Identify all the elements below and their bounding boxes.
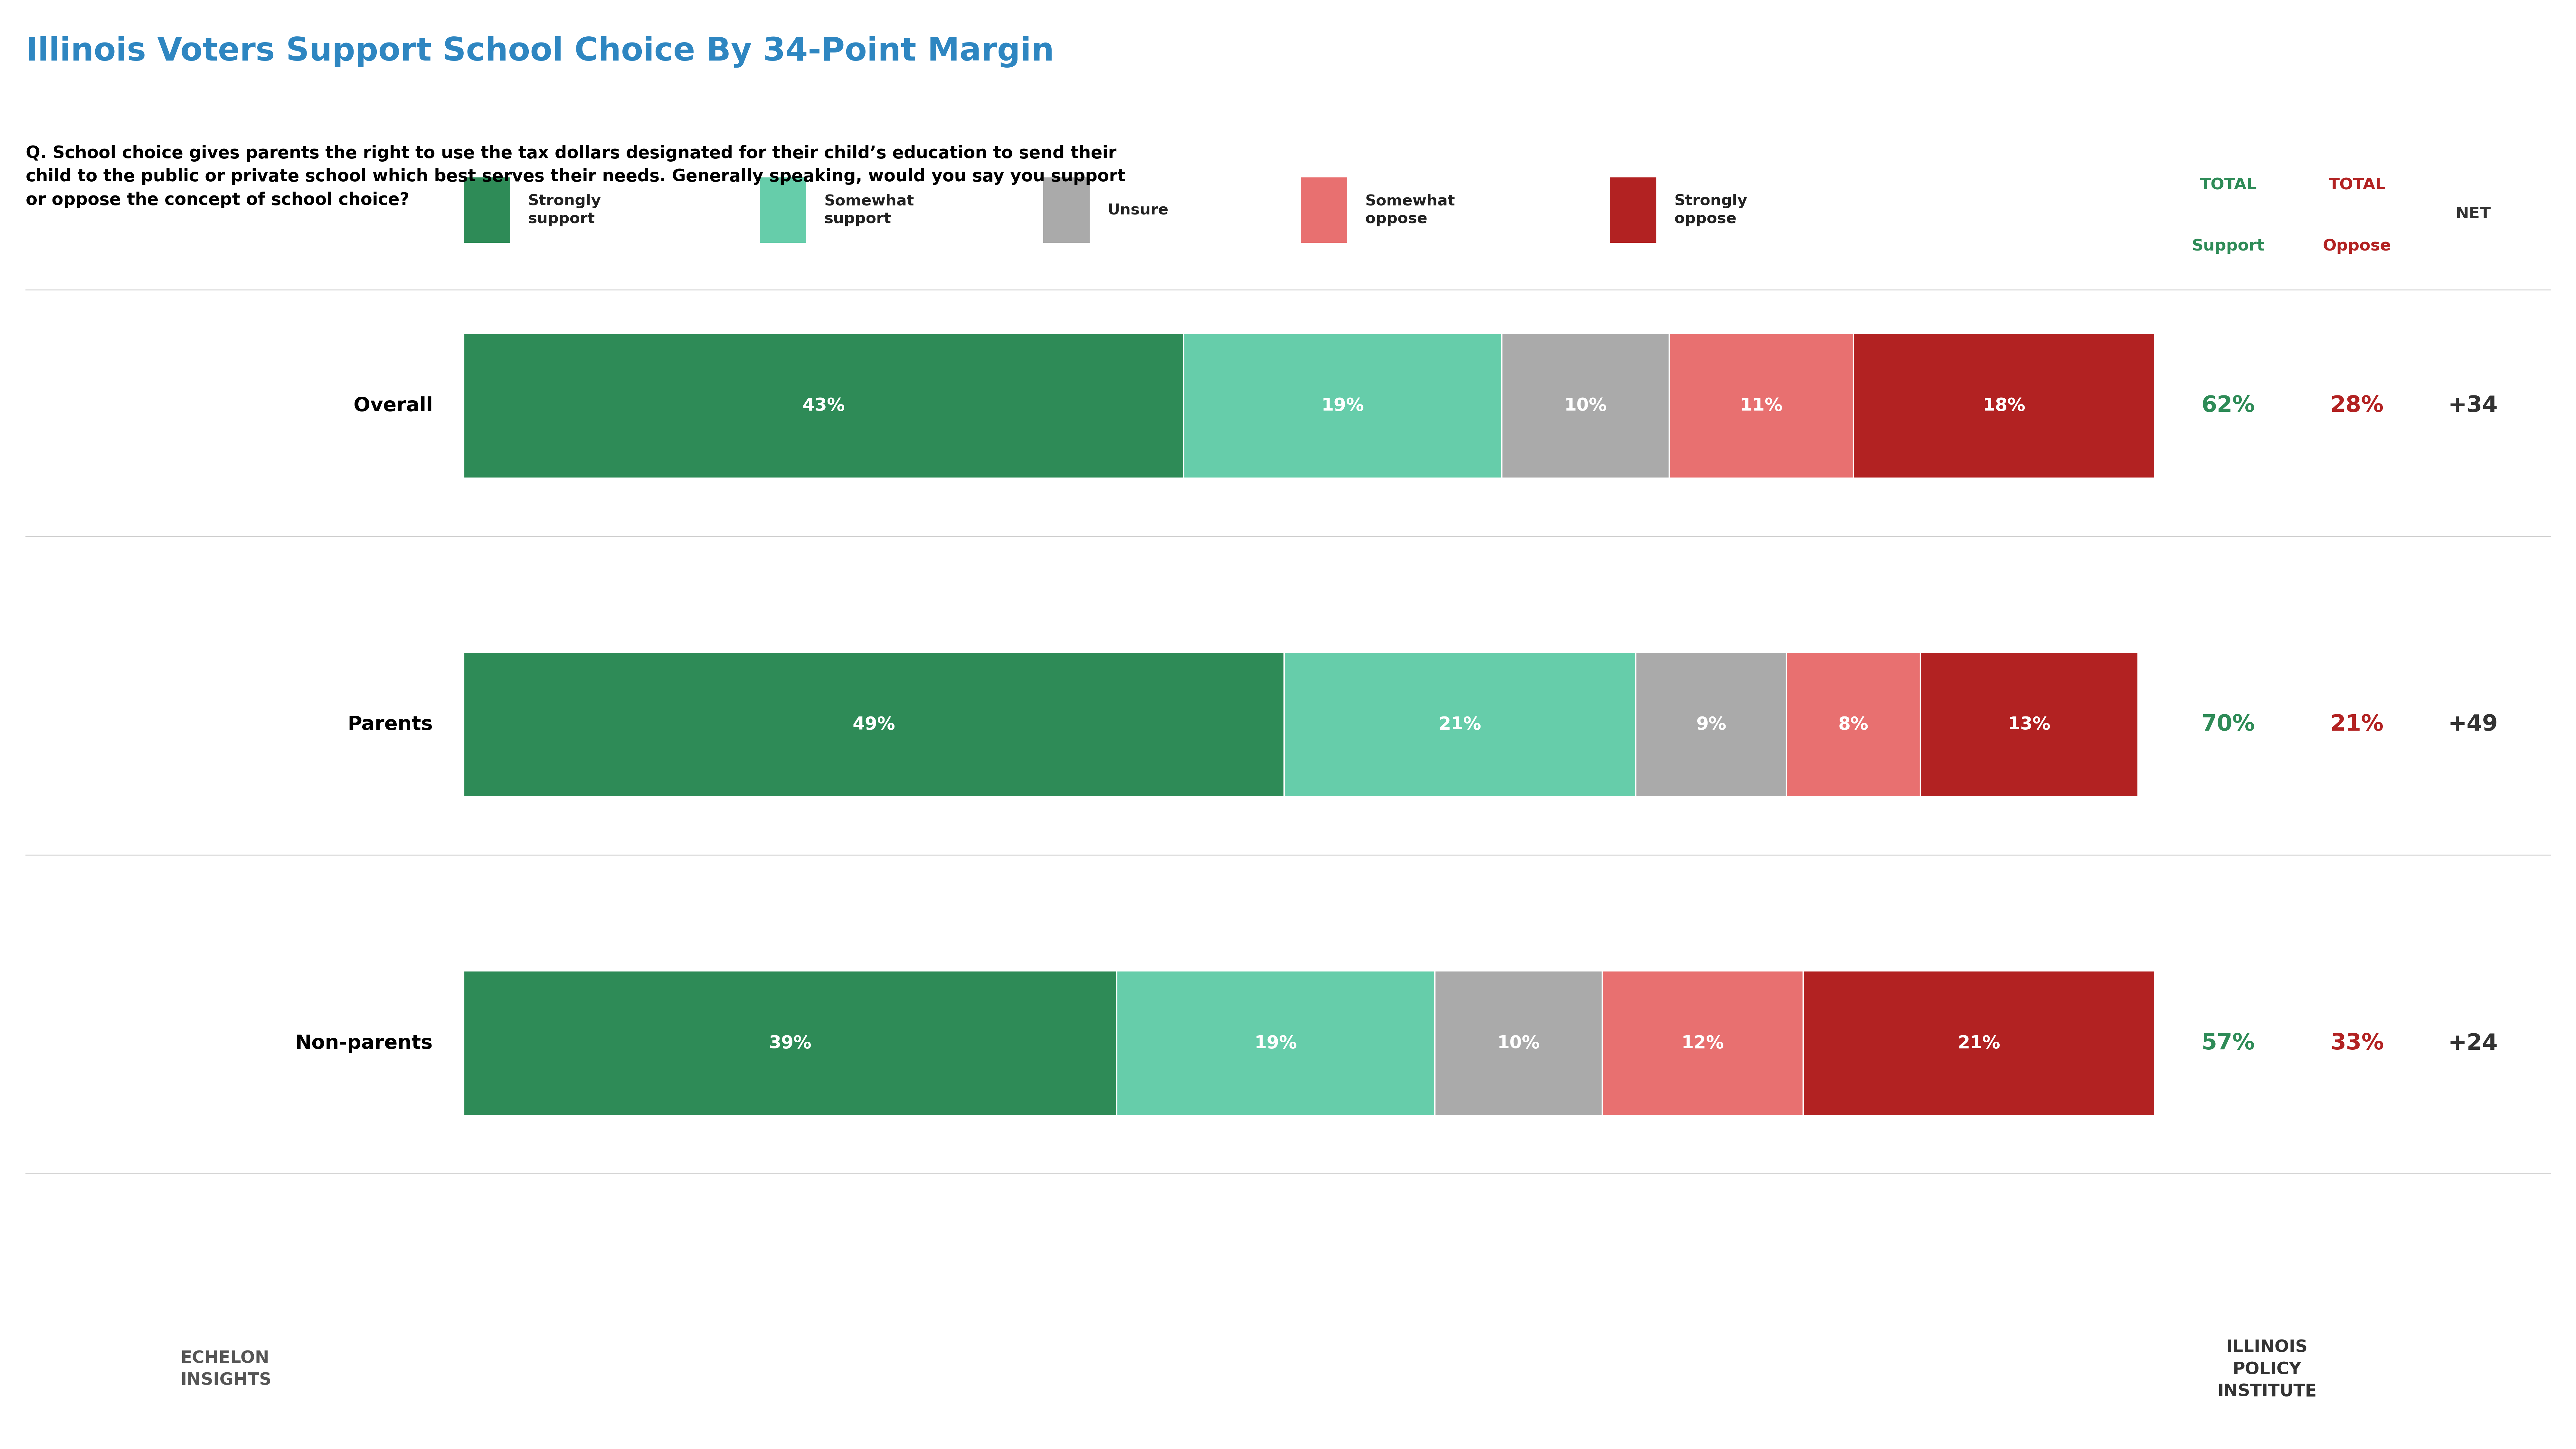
Text: Unsure: Unsure — [1108, 203, 1170, 217]
FancyBboxPatch shape — [464, 333, 1182, 478]
Text: 11%: 11% — [1739, 397, 1783, 414]
Text: +49: +49 — [2447, 714, 2499, 735]
Text: 10%: 10% — [1497, 1035, 1540, 1052]
FancyBboxPatch shape — [1283, 652, 1636, 797]
FancyBboxPatch shape — [1435, 971, 1602, 1116]
Text: Strongly
support: Strongly support — [528, 194, 600, 226]
Text: 49%: 49% — [853, 716, 896, 733]
FancyBboxPatch shape — [1115, 971, 1435, 1116]
Text: 62%: 62% — [2202, 396, 2254, 416]
FancyBboxPatch shape — [464, 177, 510, 242]
Text: Non-parents: Non-parents — [296, 1033, 433, 1053]
Text: 70%: 70% — [2202, 714, 2254, 735]
FancyBboxPatch shape — [1669, 333, 1852, 478]
Text: 28%: 28% — [2331, 396, 2383, 416]
Text: 21%: 21% — [1437, 716, 1481, 733]
FancyBboxPatch shape — [1602, 971, 1803, 1116]
Text: 39%: 39% — [768, 1035, 811, 1052]
FancyBboxPatch shape — [1301, 177, 1347, 242]
Text: 18%: 18% — [1984, 397, 2025, 414]
Text: 43%: 43% — [801, 397, 845, 414]
FancyBboxPatch shape — [1803, 971, 2154, 1116]
FancyBboxPatch shape — [760, 177, 806, 242]
Text: ILLINOIS
POLICY
INSTITUTE: ILLINOIS POLICY INSTITUTE — [2218, 1339, 2316, 1400]
FancyBboxPatch shape — [1043, 177, 1090, 242]
Text: 57%: 57% — [2202, 1033, 2254, 1053]
FancyBboxPatch shape — [464, 971, 1115, 1116]
Text: Somewhat
oppose: Somewhat oppose — [1365, 194, 1455, 226]
FancyBboxPatch shape — [1182, 333, 1502, 478]
FancyBboxPatch shape — [1852, 333, 2154, 478]
Text: Oppose: Oppose — [2324, 238, 2391, 254]
Text: Overall: Overall — [353, 396, 433, 416]
Text: Somewhat
support: Somewhat support — [824, 194, 914, 226]
Text: Q. School choice gives parents the right to use the tax dollars designated for t: Q. School choice gives parents the right… — [26, 145, 1126, 209]
FancyBboxPatch shape — [1636, 652, 1785, 797]
Text: ECHELON
INSIGHTS: ECHELON INSIGHTS — [180, 1350, 270, 1388]
Text: 19%: 19% — [1321, 397, 1365, 414]
Text: 21%: 21% — [1958, 1035, 2002, 1052]
Text: TOTAL: TOTAL — [2329, 177, 2385, 193]
Text: +34: +34 — [2447, 396, 2499, 416]
Text: NET: NET — [2455, 206, 2491, 222]
FancyBboxPatch shape — [1785, 652, 1919, 797]
Text: +24: +24 — [2447, 1033, 2499, 1053]
Text: 13%: 13% — [2007, 716, 2050, 733]
Text: 9%: 9% — [1695, 716, 1726, 733]
Text: 33%: 33% — [2331, 1033, 2383, 1053]
Text: TOTAL: TOTAL — [2200, 177, 2257, 193]
Text: 8%: 8% — [1839, 716, 1868, 733]
Text: 19%: 19% — [1255, 1035, 1298, 1052]
Text: Parents: Parents — [348, 714, 433, 735]
Text: 21%: 21% — [2331, 714, 2383, 735]
FancyBboxPatch shape — [1502, 333, 1669, 478]
FancyBboxPatch shape — [1919, 652, 2138, 797]
FancyBboxPatch shape — [464, 652, 1283, 797]
Text: Strongly
oppose: Strongly oppose — [1674, 194, 1747, 226]
Text: Illinois Voters Support School Choice By 34-Point Margin: Illinois Voters Support School Choice By… — [26, 36, 1054, 68]
FancyBboxPatch shape — [1610, 177, 1656, 242]
Text: 10%: 10% — [1564, 397, 1607, 414]
Text: Support: Support — [2192, 238, 2264, 254]
Text: 12%: 12% — [1682, 1035, 1723, 1052]
